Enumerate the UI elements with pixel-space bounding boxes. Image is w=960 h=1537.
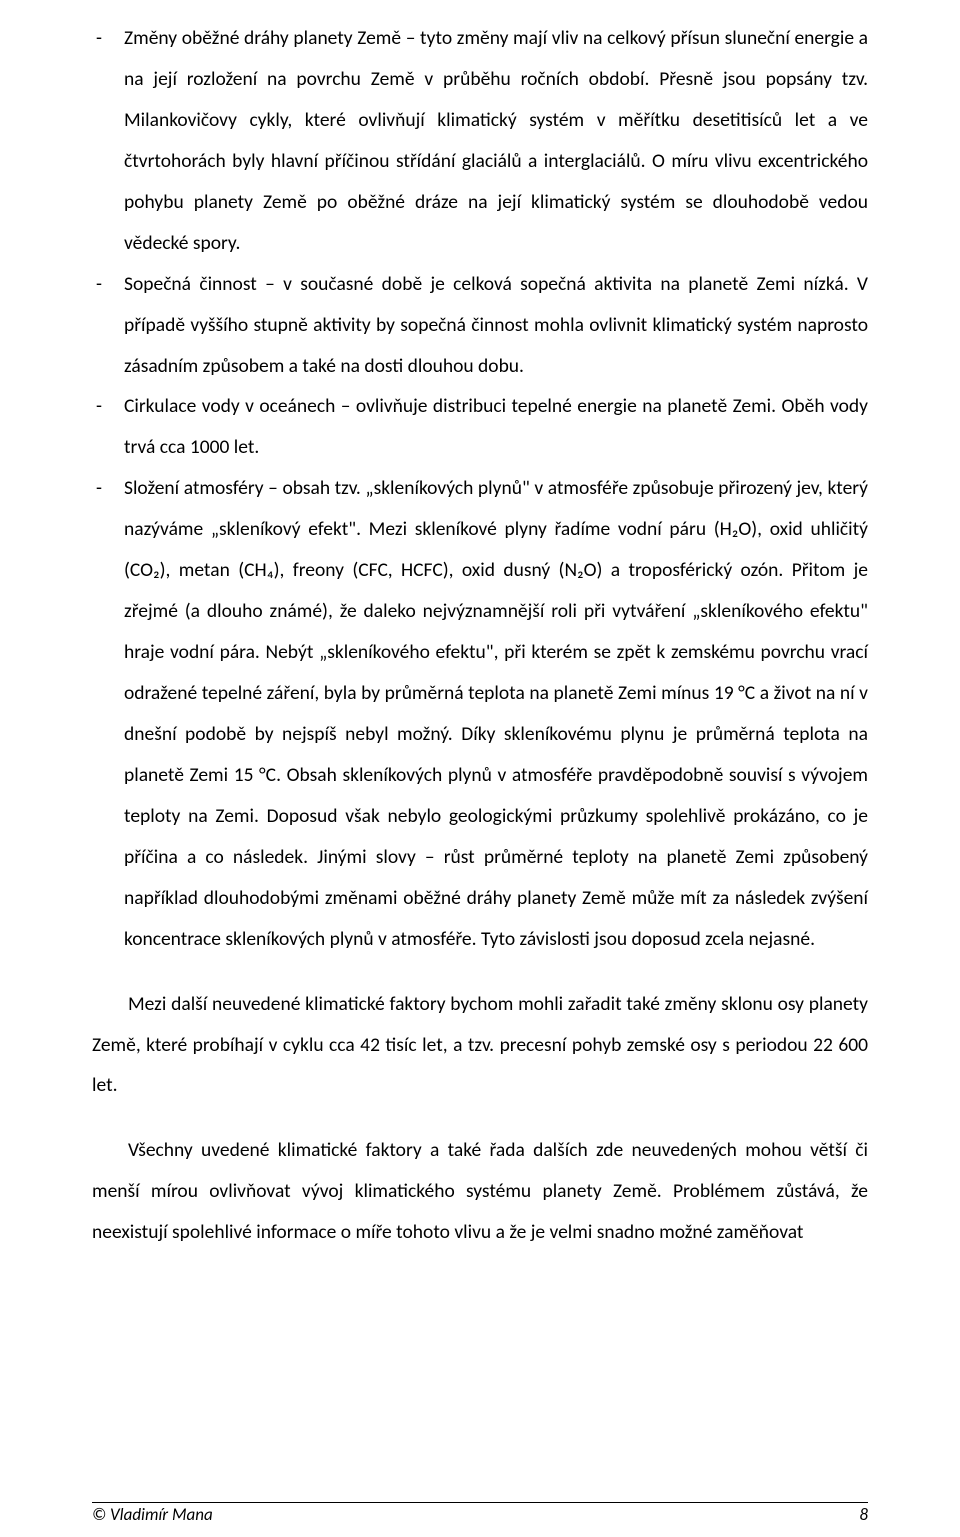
paragraph-block: Všechny uvedené klimatické faktory a tak… [92,1130,868,1253]
footer-author: © Vladimír Mana [92,1504,213,1525]
body-paragraph: Mezi další neuvedené klimatické faktory … [92,984,868,1107]
body-paragraph: Všechny uvedené klimatické faktory a tak… [92,1130,868,1253]
list-item: Sopečná činnost – v současné době je cel… [92,264,868,387]
list-item: Složení atmosféry – obsah tzv. „skleníko… [92,468,868,959]
document-page: Změny oběžné dráhy planety Země – tyto z… [0,0,960,1537]
list-item: Změny oběžné dráhy planety Země – tyto z… [92,18,868,264]
bullet-list: Změny oběžné dráhy planety Země – tyto z… [92,18,868,960]
list-item: Cirkulace vody v oceánech – ovlivňuje di… [92,386,868,468]
page-footer: © Vladimír Mana 8 [92,1502,868,1525]
footer-page-number: 8 [859,1504,868,1525]
paragraph-block: Mezi další neuvedené klimatické faktory … [92,984,868,1107]
